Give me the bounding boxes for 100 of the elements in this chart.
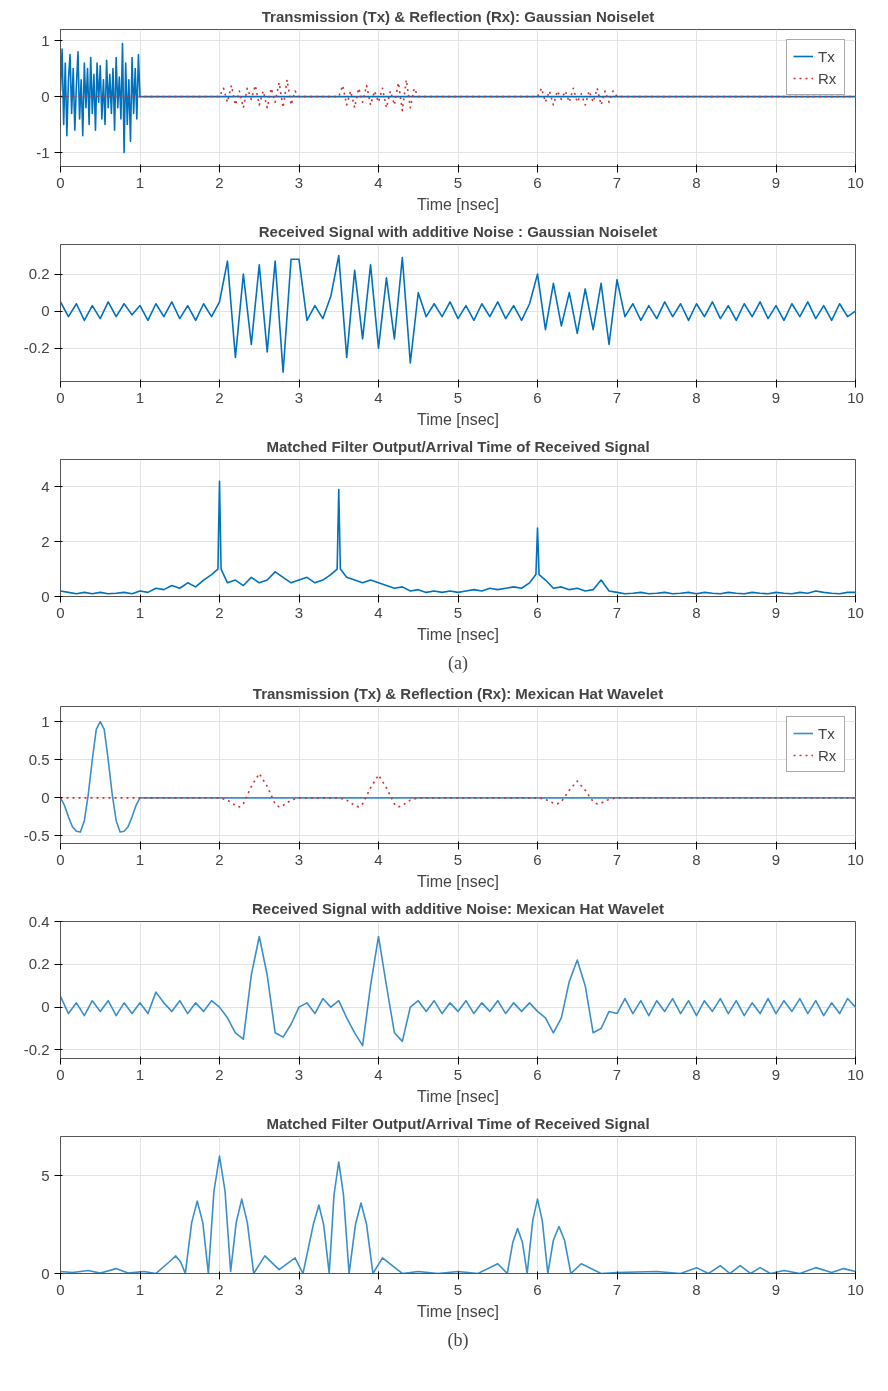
- x-tick-label: 9: [771, 173, 781, 191]
- x-tick-label: 6: [533, 850, 542, 868]
- legend-label: Rx: [818, 746, 838, 764]
- y-tick-label: 1: [41, 31, 50, 49]
- x-tick-label: 3: [294, 850, 304, 868]
- chart-title: Received Signal with additive Noise: Mexican Hat Wavelet: [251, 899, 665, 917]
- x-tick-label: 10: [847, 603, 864, 621]
- x-tick-label: 3: [294, 1065, 304, 1083]
- legend-label: Tx: [818, 47, 836, 65]
- chart-title: Matched Filter Output/Arrival Time of Received Signal: [266, 437, 650, 455]
- legend-label: Tx: [818, 724, 836, 742]
- x-tick-label: 7: [612, 603, 622, 621]
- x-tick-label: 2: [215, 1280, 224, 1298]
- y-tick-label: 0: [41, 1264, 50, 1282]
- x-tick-label: 0: [56, 173, 65, 191]
- x-tick-label: 4: [374, 173, 383, 191]
- x-tick-label: 5: [453, 603, 463, 621]
- x-tick-label: 1: [135, 603, 145, 621]
- y-tick-label: -0.2: [23, 1040, 50, 1058]
- x-tick-label: 3: [294, 388, 304, 406]
- chart-title: Matched Filter Output/Arrival Time of Received Signal: [266, 1114, 650, 1132]
- x-tick-label: 7: [612, 1280, 622, 1298]
- x-tick-label: 10: [847, 388, 864, 406]
- x-tick-label: 5: [453, 1280, 463, 1298]
- y-tick-label: 0.2: [28, 955, 50, 973]
- chart-title: Transmission (Tx) & Reflection (Rx): Mexican Hat Wavelet: [252, 684, 664, 702]
- x-tick-label: 10: [847, 1280, 864, 1298]
- x-tick-label: 5: [453, 850, 463, 868]
- text: (b): [447, 1329, 469, 1351]
- y-tick-label: -0.5: [23, 826, 50, 844]
- x-tick-label: 5: [453, 1065, 463, 1083]
- x-tick-label: 5: [453, 173, 463, 191]
- x-tick-label: 7: [612, 388, 622, 406]
- x-tick-label: 8: [692, 173, 701, 191]
- x-tick-label: 8: [692, 850, 701, 868]
- y-tick-label: 0.2: [28, 265, 50, 283]
- y-tick-label: 2: [41, 532, 50, 550]
- x-axis-title: Time [nsec]: [416, 410, 500, 428]
- x-tick-label: 6: [533, 388, 542, 406]
- x-tick-label: 2: [215, 388, 224, 406]
- x-axis-title: Time [nsec]: [416, 872, 500, 890]
- x-tick-label: 10: [847, 173, 864, 191]
- x-tick-label: 4: [374, 850, 383, 868]
- y-tick-label: 0: [41, 998, 50, 1016]
- x-axis-title: Time [nsec]: [416, 195, 500, 213]
- x-tick-label: 1: [135, 173, 145, 191]
- line-series: [60, 935, 856, 1047]
- x-tick-label: 6: [533, 603, 542, 621]
- y-tick-label: 0: [41, 788, 50, 806]
- x-tick-label: 7: [612, 173, 622, 191]
- x-tick-label: 0: [56, 850, 65, 868]
- x-tick-label: 0: [56, 603, 65, 621]
- x-tick-label: 2: [215, 603, 224, 621]
- x-tick-label: 1: [135, 388, 145, 406]
- x-axis-title: Time [nsec]: [416, 1087, 500, 1105]
- y-tick-label: 0: [41, 87, 50, 105]
- x-tick-label: 6: [533, 1065, 542, 1083]
- x-tick-label: 6: [533, 173, 542, 191]
- x-tick-label: 0: [56, 1280, 65, 1298]
- y-tick-label: 1: [41, 712, 50, 730]
- x-tick-label: 8: [692, 388, 701, 406]
- y-tick-label: 0: [41, 302, 50, 320]
- x-tick-label: 1: [135, 850, 145, 868]
- x-tick-label: 2: [215, 173, 224, 191]
- line-series: [60, 480, 856, 595]
- x-tick-label: 4: [374, 388, 383, 406]
- line-series: [60, 772, 856, 808]
- line-series: [60, 254, 856, 374]
- x-tick-label: 2: [215, 1065, 224, 1083]
- chart-title: Transmission (Tx) & Reflection (Rx): Gaussian Noiselet: [261, 7, 655, 25]
- y-tick-label: 4: [41, 477, 50, 495]
- x-tick-label: 7: [612, 850, 622, 868]
- x-tick-label: 2: [215, 850, 224, 868]
- x-tick-label: 7: [612, 1065, 622, 1083]
- y-tick-label: 5: [41, 1166, 50, 1184]
- x-tick-label: 10: [847, 850, 864, 868]
- x-tick-label: 4: [374, 603, 383, 621]
- x-tick-label: 0: [56, 388, 65, 406]
- x-tick-label: 8: [692, 1280, 701, 1298]
- x-tick-label: 6: [533, 1280, 542, 1298]
- y-tick-label: -1: [36, 143, 50, 161]
- x-tick-label: 9: [771, 603, 781, 621]
- y-tick-label: 0: [41, 587, 50, 605]
- x-tick-label: 0: [56, 1065, 65, 1083]
- y-tick-label: 0.4: [28, 912, 50, 930]
- x-tick-label: 1: [135, 1280, 145, 1298]
- text: (a): [448, 652, 468, 674]
- chart-title: Received Signal with additive Noise : Gaussian Noiselet: [258, 222, 658, 240]
- x-tick-label: 3: [294, 1280, 304, 1298]
- x-tick-label: 3: [294, 173, 304, 191]
- x-tick-label: 4: [374, 1280, 383, 1298]
- x-tick-label: 9: [771, 1280, 781, 1298]
- x-tick-label: 9: [771, 1065, 781, 1083]
- x-tick-label: 3: [294, 603, 304, 621]
- x-tick-label: 1: [135, 1065, 145, 1083]
- x-tick-label: 4: [374, 1065, 383, 1083]
- y-tick-label: -0.2: [23, 339, 50, 357]
- x-tick-label: 5: [453, 388, 463, 406]
- x-tick-label: 8: [692, 1065, 701, 1083]
- x-tick-label: 9: [771, 388, 781, 406]
